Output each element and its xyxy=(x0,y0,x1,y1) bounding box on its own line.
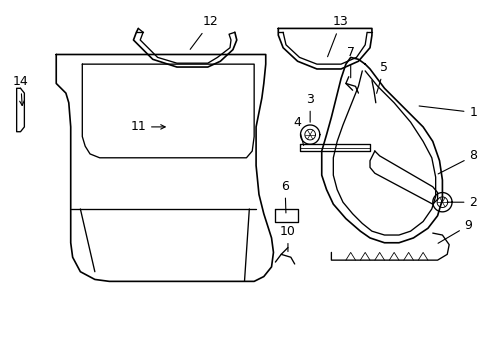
Text: 7: 7 xyxy=(346,46,354,78)
Text: 11: 11 xyxy=(130,120,165,134)
Text: 5: 5 xyxy=(376,61,387,93)
Text: 8: 8 xyxy=(437,149,476,174)
Text: 4: 4 xyxy=(293,116,303,145)
Text: 14: 14 xyxy=(13,75,28,105)
Text: 12: 12 xyxy=(190,15,218,49)
Text: 1: 1 xyxy=(418,106,476,119)
Text: 3: 3 xyxy=(305,93,313,122)
Text: 10: 10 xyxy=(280,225,295,252)
Text: 2: 2 xyxy=(446,196,476,209)
Text: 9: 9 xyxy=(437,219,471,243)
Text: 13: 13 xyxy=(327,15,348,57)
Text: 6: 6 xyxy=(281,180,288,213)
